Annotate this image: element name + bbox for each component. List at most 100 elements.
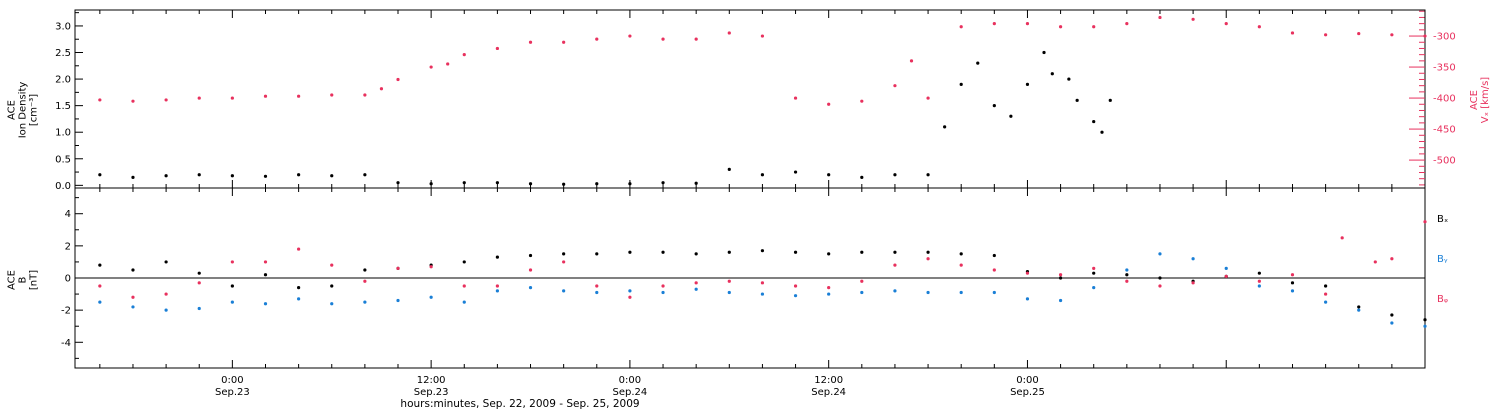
by-point: [230, 300, 234, 304]
by-point: [827, 292, 831, 296]
density-point: [297, 173, 301, 177]
x-tick-label-date: Sep.24: [613, 387, 648, 398]
density-point: [1092, 119, 1096, 124]
density-point: [959, 82, 963, 86]
bottom-left-tick-label: 0: [65, 274, 71, 285]
vx-point: [661, 37, 665, 41]
vx-point: [992, 22, 996, 26]
x-tick-label-time: 0:00: [1016, 375, 1038, 386]
vx-point: [1224, 22, 1228, 26]
bz-point: [661, 284, 665, 288]
bz-point: [197, 281, 201, 285]
bz-point: [1290, 273, 1295, 277]
x-tick-label-time: 0:00: [221, 375, 243, 386]
by-point: [727, 290, 731, 295]
bz-point: [528, 268, 533, 272]
bz-point: [595, 284, 599, 288]
density-point: [396, 181, 400, 185]
density-point: [495, 181, 499, 185]
vx-point: [379, 87, 384, 91]
by-point: [661, 290, 665, 295]
bottom-legend: Bₓ Bᵧ Bᵩ: [1437, 214, 1448, 305]
bz-point: [1191, 281, 1195, 285]
bz-point: [1373, 260, 1377, 264]
top-left-tick-label: 3.0: [55, 21, 71, 32]
bx-point: [793, 250, 798, 254]
bz-point: [1224, 274, 1228, 278]
top-right-tick-label: -300: [1433, 32, 1456, 43]
bz-point: [959, 263, 963, 267]
vx-point: [1158, 15, 1162, 20]
panel-bottom-b-field: 4 2 0 -2 -4 ACE B [nT] Bₓ Bᵧ Bᵩ: [7, 187, 1448, 369]
vx-point: [197, 96, 201, 100]
by-point: [595, 290, 599, 295]
bz-point: [1257, 279, 1261, 283]
density-point: [131, 175, 135, 179]
bx-point: [297, 286, 301, 290]
vx-point: [1025, 22, 1030, 26]
x-tick-label-time: 12:00: [814, 375, 843, 386]
vx-point: [330, 93, 334, 97]
x-axis-title: hours:minutes, Sep. 22, 2009 - Sep. 25, …: [400, 398, 639, 410]
bz-point: [860, 279, 864, 283]
vx-point: [1390, 33, 1394, 37]
vx-point: [297, 94, 301, 98]
bz-point: [363, 279, 367, 283]
axis-label-line: Vₓ [km/s]: [1480, 77, 1491, 123]
by-point: [694, 287, 698, 291]
vx-point: [495, 46, 499, 51]
bx-point: [263, 273, 268, 277]
bz-point: [263, 260, 268, 264]
vx-point: [893, 84, 897, 88]
bx-point: [1058, 276, 1063, 280]
vx-point: [462, 53, 466, 57]
density-point: [197, 173, 201, 177]
vx-point: [1257, 25, 1261, 29]
bz-point: [1340, 236, 1344, 240]
bx-point: [1324, 284, 1328, 288]
bx-point: [694, 252, 698, 256]
x-tick-label-date: Sep.25: [1010, 387, 1045, 398]
bz-point: [1025, 271, 1030, 275]
by-point: [495, 289, 499, 293]
density-point: [793, 170, 798, 174]
by-point: [893, 289, 897, 293]
by-point: [1257, 284, 1261, 288]
by-point: [396, 298, 400, 303]
bx-point: [959, 252, 963, 256]
vx-point: [760, 34, 765, 38]
by-point: [1058, 298, 1063, 303]
vx-point: [263, 94, 268, 98]
bx-point: [462, 260, 466, 264]
bx-point: [363, 268, 367, 272]
by-point: [1324, 300, 1328, 304]
density-point: [595, 182, 599, 186]
density-point: [860, 175, 864, 179]
x-tick-label-date: Sep.23: [414, 387, 449, 398]
bz-point: [396, 266, 400, 270]
bz-point: [1423, 220, 1427, 224]
by-point: [528, 286, 533, 290]
bx-point: [164, 260, 168, 264]
vx-point: [694, 37, 698, 41]
vx-point: [1092, 25, 1096, 29]
bz-point: [1390, 257, 1394, 261]
density-point: [1108, 98, 1112, 102]
by-point: [330, 302, 334, 306]
bottom-left-axis-label: ACE B [nT]: [7, 270, 40, 290]
bx-point: [495, 255, 499, 259]
vx-point: [562, 40, 566, 44]
density-point: [1075, 98, 1079, 102]
by-point: [263, 302, 268, 306]
panel-top-frame: [74, 9, 1426, 189]
bz-point: [760, 281, 765, 285]
top-right-tick-label: -450: [1433, 125, 1456, 136]
bz-point: [98, 284, 102, 288]
density-point: [462, 181, 466, 185]
by-point: [429, 295, 433, 299]
vx-point: [827, 102, 831, 106]
bx-point: [661, 250, 665, 254]
axis-label-line: ACE: [1469, 90, 1480, 110]
vx-point: [628, 34, 632, 38]
bz-point: [1125, 279, 1129, 283]
